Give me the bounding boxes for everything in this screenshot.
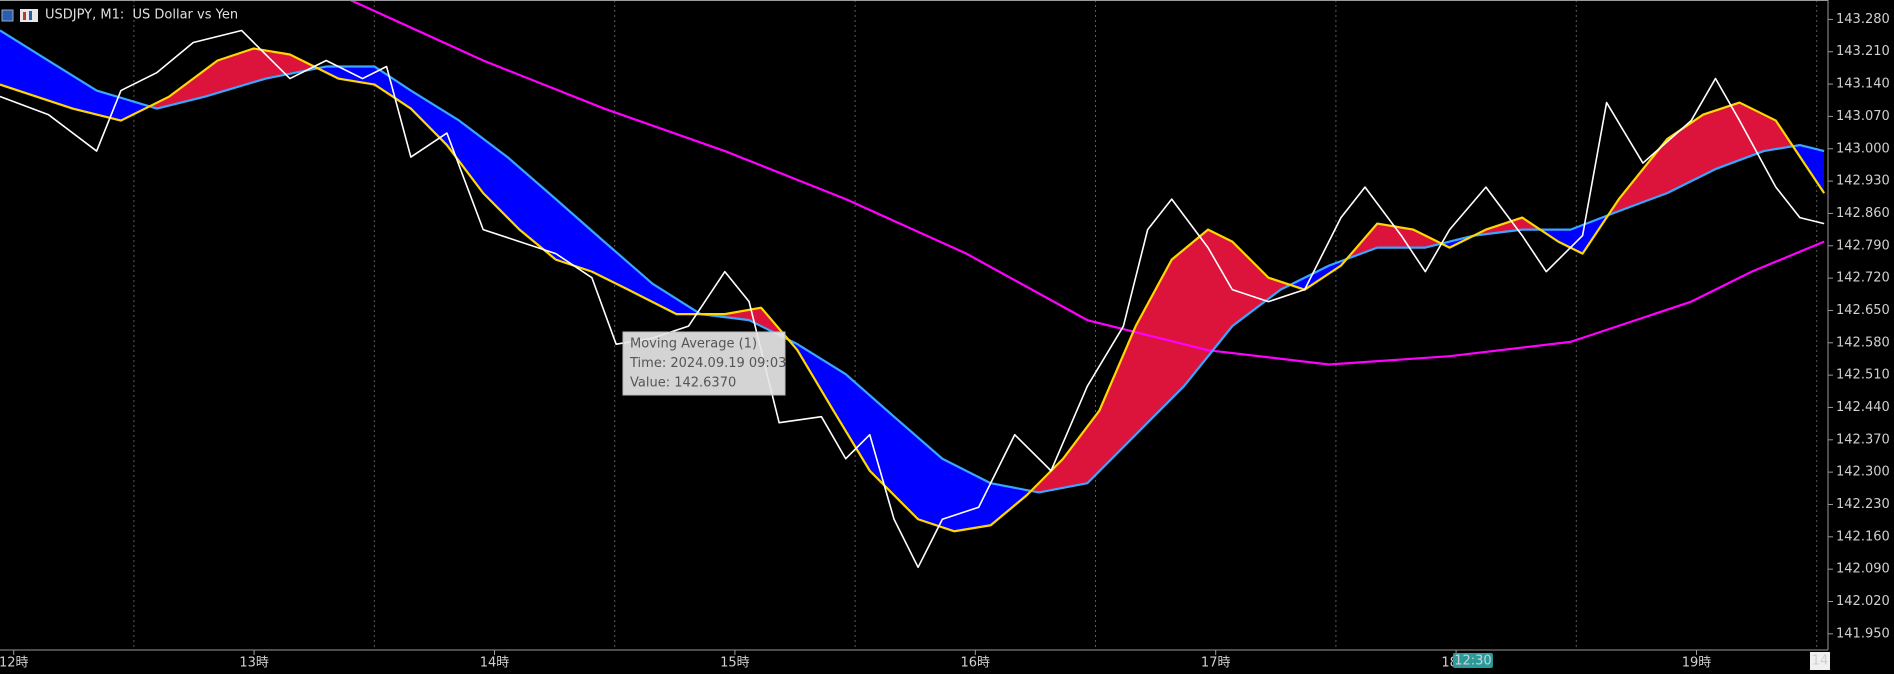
ma-fill	[1032, 229, 1292, 493]
y-tick-label: 143.280	[1836, 12, 1890, 27]
series-line	[349, 0, 1825, 366]
y-tick-label: 142.790	[1836, 238, 1890, 253]
tooltip-line: Moving Average (1)	[630, 337, 757, 352]
y-tick-label: 142.860	[1836, 206, 1890, 221]
chart-title: USDJPY, M1: US Dollar vs Yen	[45, 8, 238, 23]
cursor-time: 12:30	[1454, 654, 1491, 669]
ma-fill	[1610, 102, 1794, 215]
x-tick-label: 14時	[480, 656, 510, 671]
right-label: 14	[1812, 654, 1829, 669]
ma-fill	[318, 66, 702, 315]
ma-fill	[1542, 212, 1610, 254]
y-tick-label: 142.650	[1836, 303, 1890, 318]
y-tick-label: 143.000	[1836, 141, 1890, 156]
toolbar-icons	[1, 9, 38, 22]
y-tick-label: 142.020	[1836, 594, 1890, 609]
ma-fill	[1474, 217, 1542, 236]
x-tick-label: 15時	[720, 656, 750, 671]
tooltip-line: Time: 2024.09.19 09:03	[629, 356, 786, 371]
y-tick-label: 142.720	[1836, 271, 1890, 286]
ma-fill	[1292, 257, 1348, 290]
series-line	[0, 29, 1825, 569]
y-tick-label: 142.370	[1836, 432, 1890, 447]
icon	[1, 9, 14, 22]
x-tick-label: 19時	[1682, 656, 1712, 671]
tooltip: Moving Average (1) Time: 2024.09.19 09:03…	[622, 331, 786, 396]
y-tick-label: 143.070	[1836, 109, 1890, 124]
y-tick-label: 142.090	[1836, 562, 1890, 577]
tooltip-box	[622, 331, 786, 396]
ma-fill	[0, 30, 150, 121]
x-tick-label: 17時	[1201, 656, 1231, 671]
y-tick-label: 142.440	[1836, 400, 1890, 415]
x-tick-label: 13時	[239, 656, 269, 671]
x-tick-label: 12時	[0, 656, 28, 671]
y-tick-label: 142.160	[1836, 529, 1890, 544]
y-tick-label: 142.300	[1836, 465, 1890, 480]
series-line	[0, 29, 1825, 494]
series-line	[0, 47, 1826, 533]
y-tick-label: 141.950	[1836, 626, 1890, 641]
ma-fill	[150, 48, 318, 109]
ma-fill	[790, 340, 1032, 532]
y-tick-label: 142.510	[1836, 368, 1890, 383]
icon	[29, 11, 32, 20]
icon	[23, 12, 26, 20]
y-tick-label: 142.930	[1836, 174, 1890, 189]
y-tick-label: 143.210	[1836, 44, 1890, 59]
x-tick-label: 16時	[961, 656, 991, 671]
y-tick-label: 143.140	[1836, 77, 1890, 92]
y-tick-label: 142.230	[1836, 497, 1890, 512]
tooltip-line: Value: 142.6370	[630, 376, 736, 391]
right-label-box	[1810, 652, 1830, 670]
cursor-time-box	[1452, 653, 1493, 668]
y-tick-label: 142.580	[1836, 335, 1890, 350]
